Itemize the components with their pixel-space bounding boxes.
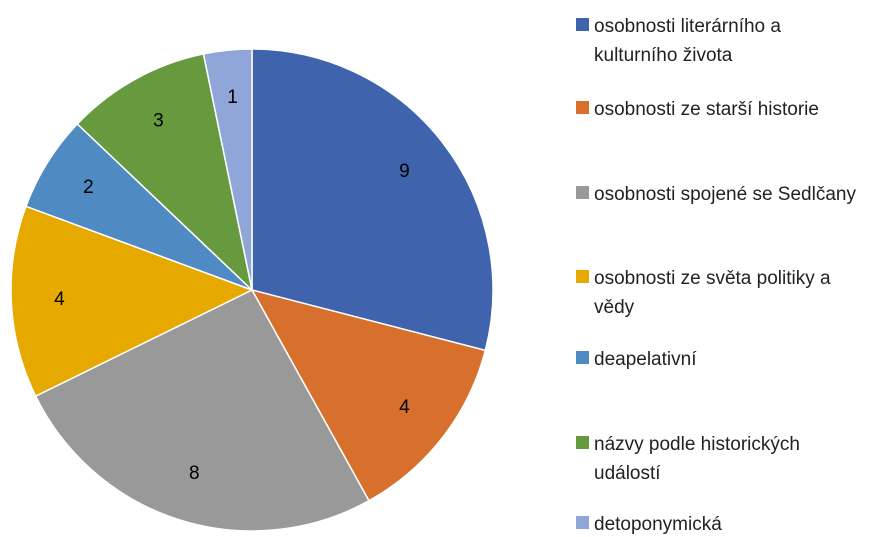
data-label: 4 (54, 289, 65, 310)
legend-label: detoponymická (594, 514, 722, 535)
legend-entry: osobnosti ze starší historie (576, 95, 876, 124)
data-label: 9 (399, 161, 410, 182)
legend-swatch (576, 101, 589, 114)
legend-label: deapelativní (594, 349, 697, 370)
pie-slice (202, 48, 253, 291)
pie-slice (76, 53, 254, 293)
legend-entry: osobnosti literárního a kulturního život… (576, 12, 876, 70)
legend-label: osobnosti literárního a kulturního život… (594, 16, 781, 66)
legend-label: osobnosti ze světa politiky a vědy (594, 268, 831, 318)
legend-entry: názvy podle historických událostí (576, 430, 876, 488)
legend-swatch (576, 18, 589, 31)
pie-slice (251, 48, 494, 352)
legend-swatch (576, 436, 589, 449)
legend-swatch (576, 351, 589, 364)
pie-area: 9 4 8 4 2 3 1 (10, 48, 494, 532)
legend-entry: deapelativní (576, 345, 876, 374)
legend-entry: detoponymická (576, 510, 876, 537)
pie-slice (10, 205, 254, 398)
data-label: 1 (227, 87, 238, 108)
legend-swatch (576, 186, 589, 199)
legend-entry: osobnosti spojené se Sedlčany (576, 180, 876, 209)
legend-swatch (576, 270, 589, 283)
data-label: 2 (83, 177, 94, 198)
data-label: 8 (189, 463, 200, 484)
legend-swatch (576, 516, 589, 529)
legend-label: osobnosti ze starší historie (594, 99, 819, 120)
legend-label: názvy podle historických událostí (594, 434, 800, 484)
data-label: 4 (399, 397, 410, 418)
legend-label: osobnosti spojené se Sedlčany (594, 184, 856, 205)
pie-slice (250, 288, 487, 502)
data-label: 3 (153, 110, 164, 131)
pie-slice (34, 289, 370, 532)
legend-entry: osobnosti ze světa politiky a vědy (576, 264, 876, 322)
